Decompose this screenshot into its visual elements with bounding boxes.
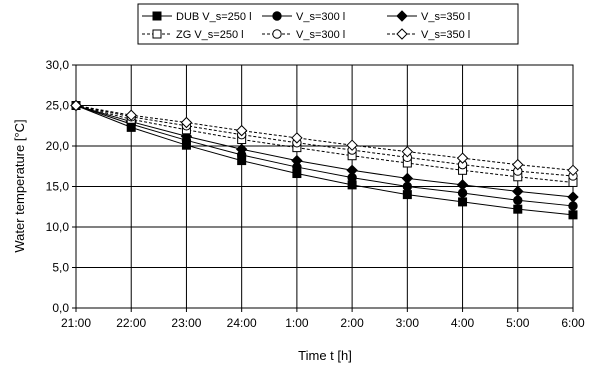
legend-label: ZG V_s=250 l [176,29,244,41]
legend: DUB V_s=250 l V_s=300 l V_s=350 l ZG V_s=25… [142,10,470,41]
data-point-square [458,197,468,207]
y-axis-ticks: 0,0 5,0 10,0 15,0 20,0 25,0 30,0 [46,58,76,315]
y-tick-label: 10,0 [46,220,70,234]
data-point-square [513,204,523,214]
data-point-diamond [346,164,358,177]
data-point-diamond [456,152,469,164]
data-point-diamond [346,139,358,151]
series-1 [71,101,578,220]
series-line [75,105,574,207]
data-point-diamond [456,179,469,191]
data-point-diamond [396,28,408,40]
data-point-square [152,29,162,39]
series-layer [70,99,579,220]
x-tick-label: 1:00 [285,316,309,330]
data-point-diamond [125,109,137,121]
x-axis-ticks: 21:00 22:00 23:00 24:00 1:00 2:00 3:00 4:00 5:00… [61,308,585,330]
legend-item: V_s=350 l [387,28,470,41]
grid-lines [75,64,574,309]
x-tick-label: 21:00 [61,316,91,330]
series-3 [70,99,579,203]
legend-item: ZG V_s=250 l [142,29,244,41]
data-point-circle [568,201,578,211]
legend-item: V_s=300 l [262,11,345,23]
series-line [75,105,574,171]
y-tick-label: 15,0 [46,180,70,194]
y-axis-title: Water temperature [°C] [12,119,27,252]
data-point-diamond [401,145,414,158]
y-tick-label: 5,0 [52,261,69,275]
series-5 [71,100,578,181]
data-point-diamond [235,143,248,155]
data-point-square [568,210,578,220]
x-tick-label: 5:00 [506,316,530,330]
data-point-diamond [567,164,579,177]
data-point-diamond [291,132,303,144]
data-point-square [152,11,162,21]
legend-label: V_s=350 l [421,29,470,41]
legend-label: DUB V_s=250 l [176,11,252,23]
x-tick-label: 6:00 [561,316,585,330]
series-line [75,105,574,198]
x-tick-label: 4:00 [451,316,475,330]
data-point-diamond [401,172,414,185]
legend-label: V_s=350 l [421,11,470,23]
y-tick-label: 20,0 [46,139,70,153]
x-tick-label: 3:00 [396,316,420,330]
data-point-diamond [180,116,193,129]
y-tick-label: 25,0 [46,99,70,113]
data-point-diamond [396,10,408,22]
x-tick-label: 2:00 [340,316,364,330]
data-point-square [402,190,412,200]
x-tick-label: 24:00 [227,316,257,330]
data-point-diamond [567,191,579,203]
series-6 [70,99,579,177]
x-axis-title: Time t [h] [298,348,352,363]
x-tick-label: 23:00 [171,316,201,330]
data-point-diamond [291,154,303,167]
legend-item: DUB V_s=250 l [142,11,252,23]
legend-box [137,3,519,45]
data-point-circle [272,11,282,21]
data-point-circle [272,29,282,39]
legend-item: V_s=350 l [387,10,470,23]
series-4 [71,101,578,187]
data-point-diamond [512,158,524,171]
series-line [75,105,574,216]
legend-label: V_s=300 l [296,11,345,23]
series-line [75,105,574,177]
y-tick-label: 0,0 [52,301,69,315]
data-point-diamond [512,185,524,198]
legend-label: V_s=300 l [296,29,345,41]
y-tick-label: 30,0 [46,58,70,72]
data-point-diamond [235,124,248,137]
data-point-diamond [70,99,82,112]
x-tick-label: 22:00 [116,316,146,330]
data-point-circle [513,195,523,205]
series-line [75,105,574,183]
legend-item: V_s=300 l [262,29,345,41]
